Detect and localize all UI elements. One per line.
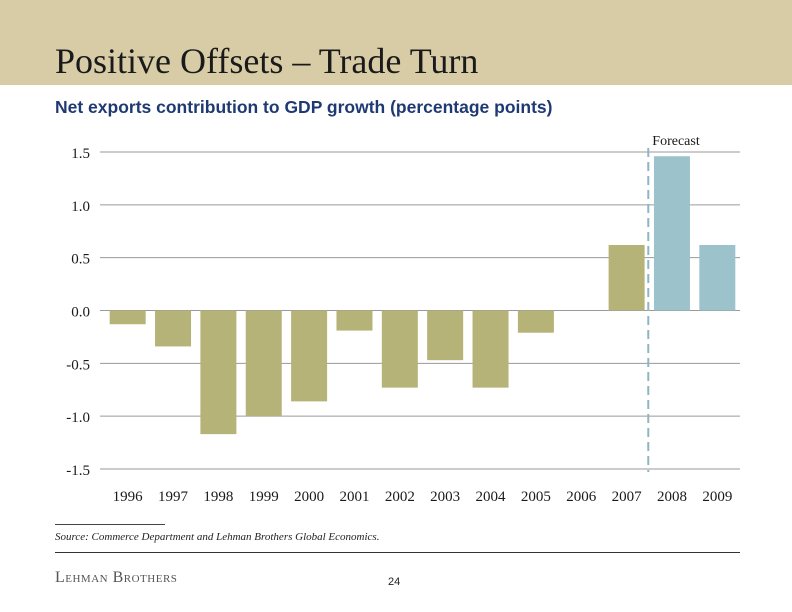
bar-2007 [608, 244, 645, 311]
x-tick-label: 2003 [430, 489, 460, 505]
x-tick-label: 1997 [158, 489, 189, 505]
x-tick-label: 2004 [476, 489, 507, 505]
page-number: 24 [388, 576, 401, 588]
lehman-brothers-logo: Lehman Brothers [55, 569, 178, 586]
x-tick-label: 2005 [521, 489, 551, 505]
chart-title: Net exports contribution to GDP growth (… [55, 97, 553, 117]
y-tick-label: -1.5 [66, 463, 90, 479]
x-tick-label: 2007 [612, 489, 643, 505]
bar-2009 [699, 244, 736, 311]
x-tick-label: 1999 [249, 489, 279, 505]
bar-2005 [517, 310, 554, 333]
bar-2001 [336, 310, 373, 331]
y-tick-label: -0.5 [66, 357, 90, 373]
x-tick-label: 2002 [385, 489, 415, 505]
bar-1996 [109, 310, 146, 325]
x-tick-label: 2006 [566, 489, 597, 505]
y-tick-label: 0.0 [71, 305, 90, 321]
bar-2004 [472, 310, 509, 388]
x-tick-label: 1996 [113, 489, 144, 505]
bar-chart: -1.5 -1.0 -0.5 0.0 0.5 1.0 1.5 1996 1997 1998 1999… [66, 134, 740, 505]
bar-2000 [291, 310, 328, 402]
bar-2008 [653, 156, 690, 311]
bar-1999 [245, 310, 282, 417]
y-tick-label: -1.0 [66, 410, 90, 426]
bar-1997 [155, 310, 192, 347]
footer-rule [55, 552, 740, 553]
source-note: Source: Commerce Department and Lehman B… [55, 531, 380, 543]
bar-2002 [381, 310, 418, 388]
x-tick-label: 2001 [339, 489, 369, 505]
bar-2003 [427, 310, 464, 361]
forecast-label: Forecast [652, 134, 700, 149]
title-bar [0, 0, 792, 85]
x-tick-label: 2009 [702, 489, 732, 505]
source-rule [55, 524, 165, 525]
bar-1998 [200, 310, 237, 435]
x-tick-label: 2008 [657, 489, 687, 505]
y-tick-label: 1.0 [71, 199, 90, 215]
slide-title: Positive Offsets – Trade Turn [55, 41, 479, 81]
y-tick-label: 0.5 [71, 252, 90, 268]
x-tick-label: 2000 [294, 489, 324, 505]
y-tick-label: 1.5 [71, 146, 90, 162]
x-tick-label: 1998 [203, 489, 233, 505]
